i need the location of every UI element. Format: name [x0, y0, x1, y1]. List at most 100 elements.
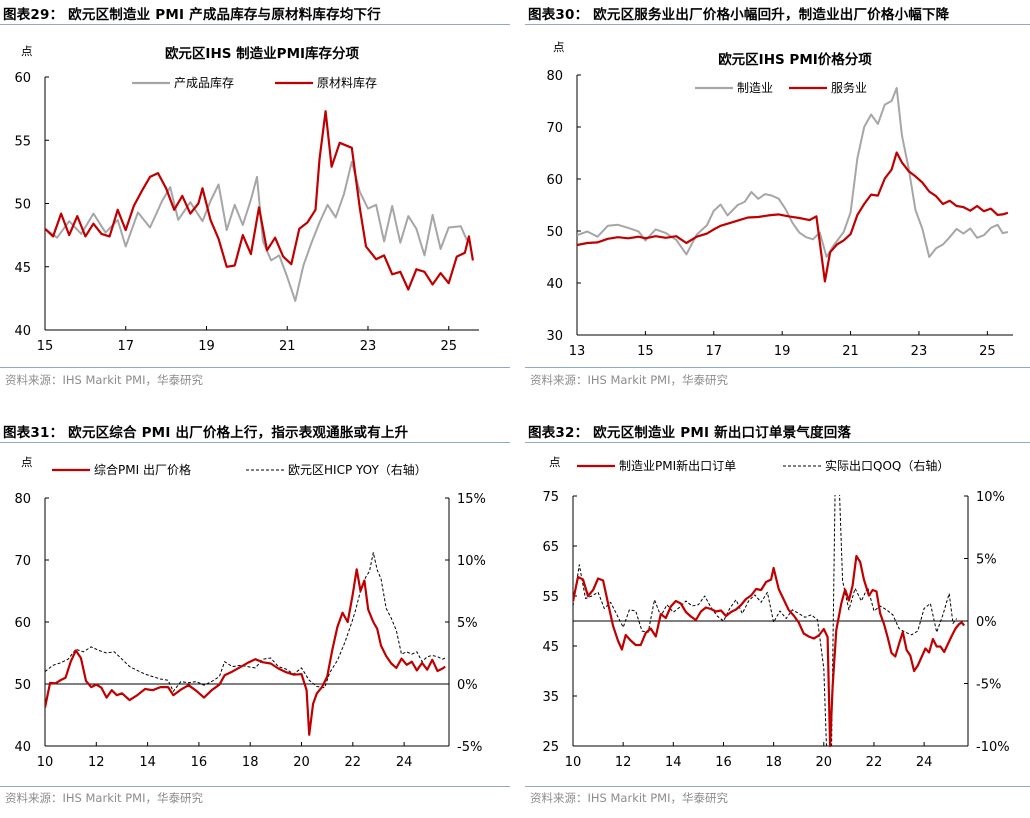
y-tick-label: 25: [542, 740, 559, 755]
x-tick-label: 15: [637, 344, 654, 359]
series-line-2: [45, 552, 446, 692]
y-tick-label: 65: [542, 540, 559, 555]
y2-tick-label: 10%: [457, 554, 486, 569]
legend-label-1: 综合PMI 出厂价格: [94, 462, 191, 477]
chart-canvas: 40 45 50 55 60 15 17 19 21 23 25 点 欧元区IHS 制造业PMI库存分项…: [14, 44, 479, 354]
y-unit-label: 点: [21, 44, 33, 58]
y-tick-label: 75: [542, 490, 559, 505]
y-tick-label: 60: [14, 616, 31, 631]
x-tick-label: 17: [117, 339, 134, 354]
x-tick-label: 20: [293, 755, 310, 770]
legend-label-1: 制造业PMI新出口订单: [619, 458, 736, 473]
y2-tick-label: 10%: [976, 490, 1005, 505]
y-tick-label: 40: [14, 740, 31, 755]
series-line-1: [577, 87, 1009, 258]
chart-canvas: 25 35 45 55 65 75 -10% -5% 0% 5% 10% 10 12 14 16 18 20 22…: [542, 455, 1010, 770]
bottom-rule: [525, 786, 1030, 787]
x-tick-label: 18: [242, 755, 259, 770]
series-line-2: [577, 151, 1009, 283]
chart-title: 欧元区IHS PMI价格分项: [718, 51, 872, 68]
y-tick-label: 60: [546, 173, 563, 188]
top-rule: [0, 24, 510, 25]
y-tick-label: 30: [546, 329, 563, 344]
y-unit-label: 点: [21, 455, 33, 469]
x-tick-label: 19: [198, 339, 215, 354]
panel-figure-29: 图表29： 欧元区制造业 PMI 产成品库存与原材料库存均下行 40 45 50 55…: [0, 0, 510, 400]
series-line-1: [45, 160, 468, 302]
figure-title: 图表32： 欧元区制造业 PMI 新出口订单景气度回落: [528, 425, 852, 441]
x-tick-label: 13: [569, 344, 586, 359]
panel-figure-30: 图表30： 欧元区服务业出厂价格小幅回升，制造业出厂价格小幅下降 30 40 50 6…: [525, 0, 1030, 400]
x-tick-label: 21: [842, 344, 859, 359]
y-tick-label: 80: [546, 69, 563, 84]
x-tick-label: 19: [774, 344, 791, 359]
y-tick-label: 55: [14, 134, 31, 149]
x-tick-label: 14: [665, 755, 682, 770]
y-tick-label: 80: [14, 492, 31, 507]
y2-tick-label: 5%: [976, 553, 997, 568]
x-tick-label: 22: [345, 755, 362, 770]
x-tick-label: 20: [816, 755, 833, 770]
x-tick-label: 24: [916, 755, 933, 770]
x-tick-label: 25: [440, 339, 457, 354]
y-tick-label: 50: [14, 198, 31, 213]
y2-tick-label: -5%: [457, 740, 482, 755]
figure-title: 图表31： 欧元区综合 PMI 出厂价格上行，指示表观通胀或有上升: [3, 425, 409, 441]
y-tick-label: 35: [542, 690, 559, 705]
x-tick-label: 15: [37, 339, 54, 354]
legend-label-2: 服务业: [831, 80, 867, 95]
legend-label-1: 产成品库存: [174, 75, 234, 90]
x-tick-label: 10: [565, 755, 582, 770]
figure-title: 图表29： 欧元区制造业 PMI 产成品库存与原材料库存均下行: [3, 7, 381, 23]
figure-title: 图表30： 欧元区服务业出厂价格小幅回升，制造业出厂价格小幅下降: [528, 7, 950, 23]
top-rule: [0, 442, 510, 443]
x-tick-label: 17: [706, 344, 723, 359]
y2-tick-label: 5%: [457, 616, 478, 631]
y-tick-label: 40: [546, 277, 563, 292]
x-tick-label: 12: [615, 755, 632, 770]
legend-label-2: 欧元区HICP YOY（右轴）: [288, 462, 427, 477]
panel-figure-32: 图表32： 欧元区制造业 PMI 新出口订单景气度回落 25 35 45 55 65 75…: [525, 418, 1030, 818]
y2-tick-label: -5%: [976, 678, 1001, 693]
y-tick-label: 70: [546, 121, 563, 136]
x-tick-label: 16: [191, 755, 208, 770]
chart-canvas: 40 50 60 70 80 -5% 0% 5% 10% 15% 10 12 14 16 18 20 22 24 点…: [14, 455, 486, 770]
x-tick-label: 23: [911, 344, 928, 359]
series-line-2: [573, 495, 958, 747]
source-note: 资料来源：IHS Markit PMI，华泰研究: [5, 791, 203, 805]
x-tick-label: 24: [396, 755, 413, 770]
source-note: 资料来源：IHS Markit PMI，华泰研究: [5, 373, 203, 387]
series-line-2: [45, 110, 474, 291]
x-tick-label: 22: [866, 755, 883, 770]
y-tick-label: 70: [14, 554, 31, 569]
bottom-rule: [525, 367, 1030, 368]
x-tick-label: 10: [37, 755, 54, 770]
y-unit-label: 点: [553, 40, 565, 54]
y2-tick-label: 0%: [457, 678, 478, 693]
bottom-rule: [0, 367, 510, 368]
bottom-rule: [0, 786, 510, 787]
y-tick-label: 45: [14, 261, 31, 276]
legend-label-2: 原材料库存: [317, 75, 377, 90]
source-note: 资料来源：IHS Markit PMI，华泰研究: [530, 791, 728, 805]
x-tick-label: 16: [715, 755, 732, 770]
y-tick-label: 50: [546, 225, 563, 240]
legend-label-1: 制造业: [737, 81, 773, 95]
y-tick-label: 45: [542, 640, 559, 655]
y-tick-label: 60: [14, 71, 31, 86]
y-tick-label: 50: [14, 678, 31, 693]
x-tick-label: 14: [139, 755, 156, 770]
x-tick-label: 23: [360, 339, 377, 354]
chart-title: 欧元区IHS 制造业PMI库存分项: [165, 45, 360, 62]
x-tick-label: 12: [88, 755, 105, 770]
y2-tick-label: -10%: [976, 740, 1010, 755]
legend-label-2: 实际出口QOQ（右轴）: [825, 458, 949, 473]
source-note: 资料来源：IHS Markit PMI，华泰研究: [530, 373, 728, 387]
y2-tick-label: 15%: [457, 492, 486, 507]
top-rule: [525, 24, 1030, 25]
y2-tick-label: 0%: [976, 615, 997, 630]
panel-figure-31: 图表31： 欧元区综合 PMI 出厂价格上行，指示表观通胀或有上升 40 50 60…: [0, 418, 510, 818]
x-tick-label: 25: [979, 344, 996, 359]
series-line-1: [573, 554, 966, 747]
